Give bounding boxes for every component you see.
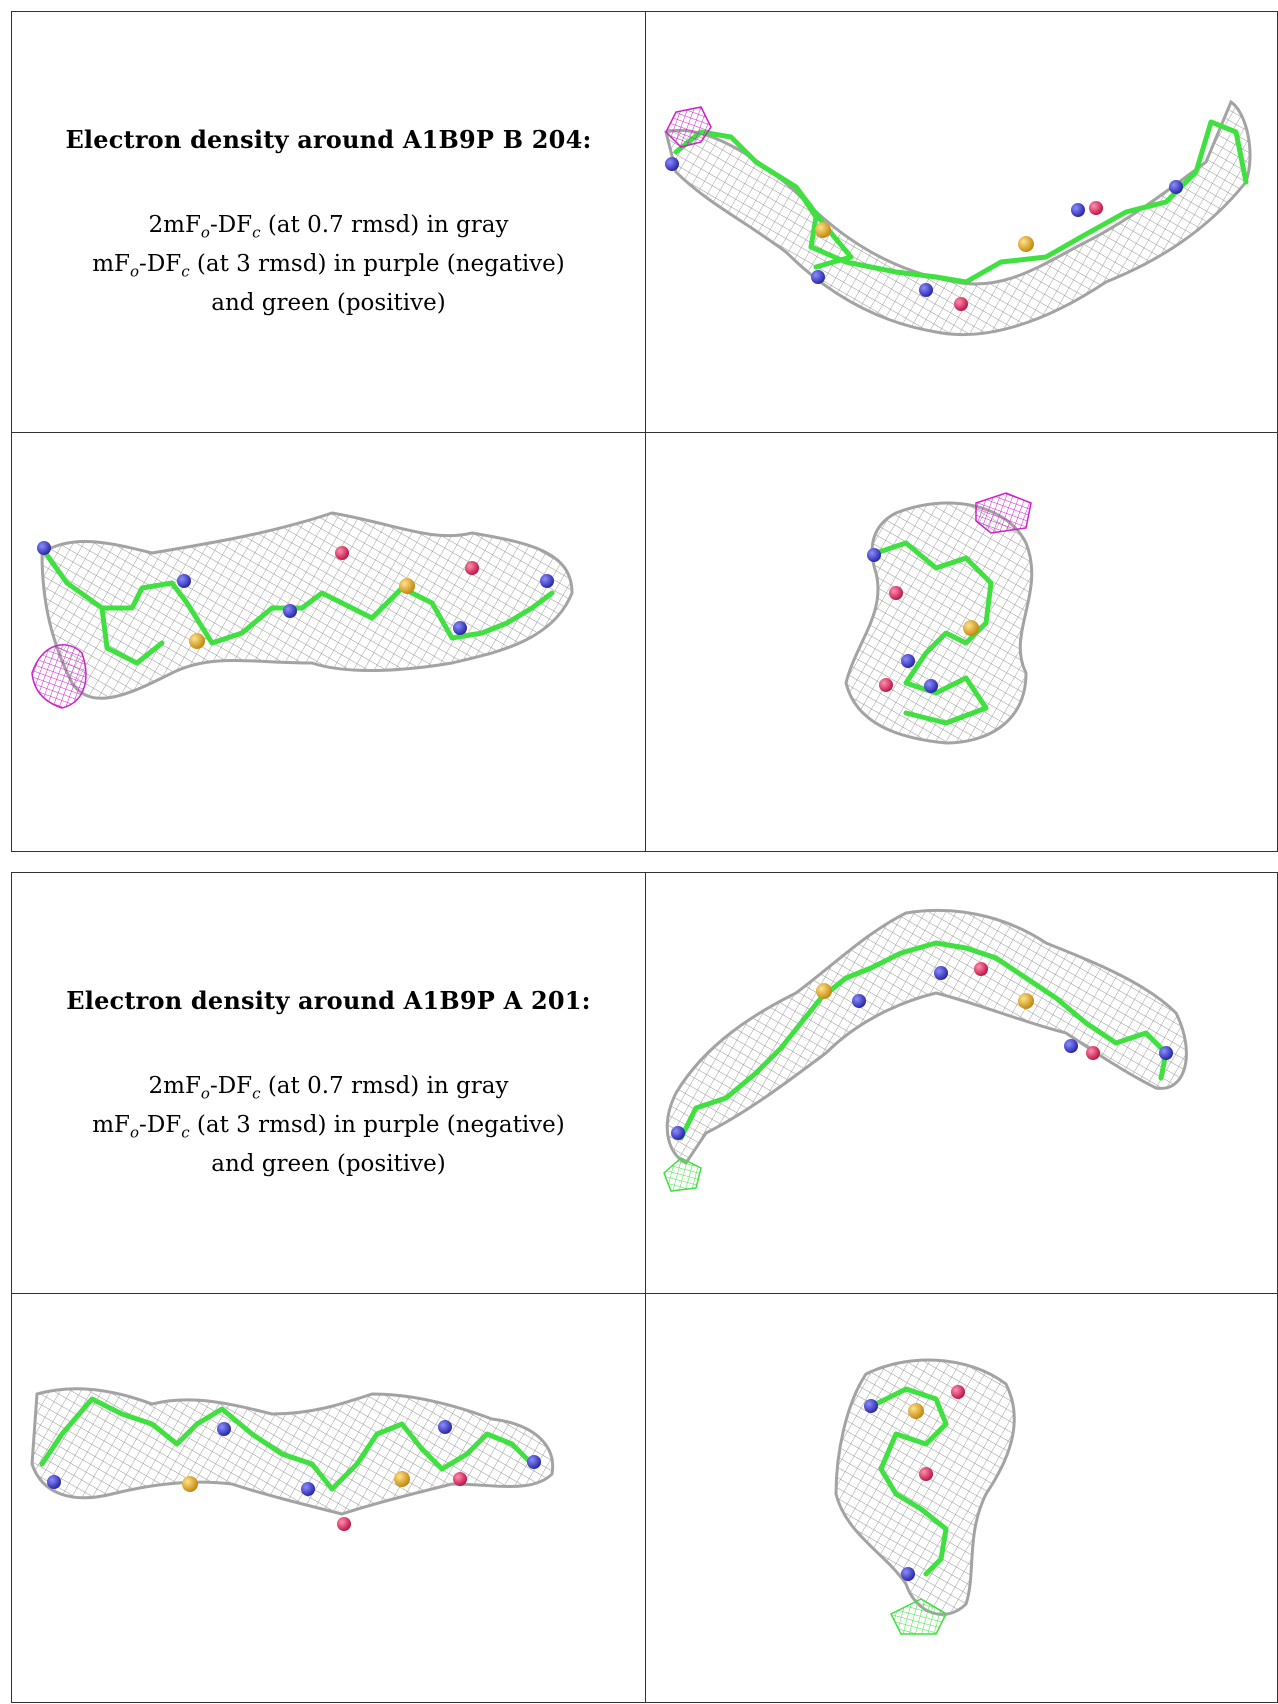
density-image: [664, 99, 1252, 336]
density-view-bottom-right: [646, 433, 1278, 853]
caption-cell: Electron density around A1B9P B 204: 2mF…: [12, 12, 645, 432]
density-image: [30, 1387, 555, 1531]
density-image: [844, 492, 1034, 745]
map-fo-fc-description: mFo-DFc (at 3 rmsd) in purple (negative): [92, 1112, 565, 1142]
column-divider: [645, 873, 646, 1702]
row-divider: [12, 1293, 1277, 1294]
map-color-note: and green (positive): [211, 1150, 446, 1177]
map-fo-fc-description: mFo-DFc (at 3 rmsd) in purple (negative): [92, 251, 565, 281]
density-image: [834, 1358, 1016, 1635]
density-image: [31, 511, 574, 709]
density-view-bottom-left: [12, 433, 645, 853]
density-view-bottom-left: [12, 1294, 645, 1704]
section-title: Electron density around A1B9P A 201:: [66, 986, 591, 1016]
row-divider: [12, 432, 1277, 433]
caption-cell: Electron density around A1B9P A 201: 2mF…: [12, 873, 645, 1293]
map-2fo-fc-description: 2mFo-DFc (at 0.7 rmsd) in gray: [148, 1073, 509, 1103]
section-b204: Electron density around A1B9P B 204: 2mF…: [11, 11, 1278, 852]
density-view-bottom-right: [646, 1294, 1278, 1704]
column-divider: [645, 12, 646, 851]
section-a201: Electron density around A1B9P A 201: 2mF…: [11, 872, 1278, 1703]
section-title: Electron density around A1B9P B 204:: [65, 125, 592, 155]
map-2fo-fc-description: 2mFo-DFc (at 0.7 rmsd) in gray: [148, 212, 509, 242]
map-color-note: and green (positive): [211, 289, 446, 316]
density-image: [663, 908, 1188, 1192]
density-view-top-right: [646, 873, 1278, 1293]
density-view-top-right: [646, 12, 1278, 432]
